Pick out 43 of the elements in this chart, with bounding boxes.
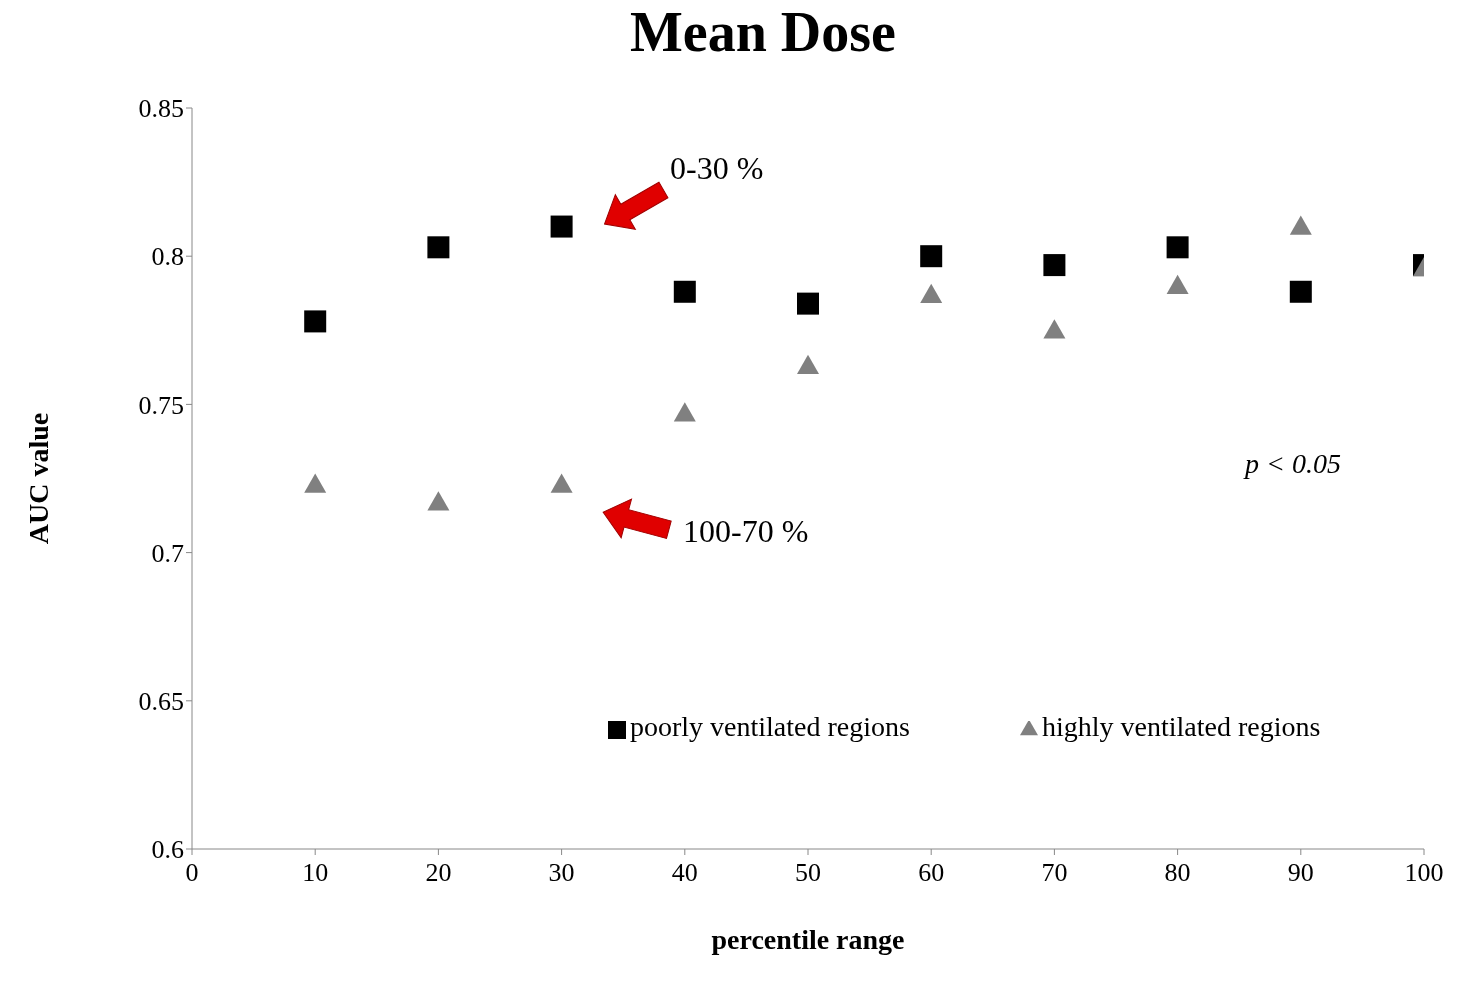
y-tick-label: 0.6: [151, 835, 184, 865]
chart-title: Mean Dose: [629, 0, 897, 64]
x-tick-label: 10: [302, 858, 329, 888]
point: [920, 245, 943, 268]
x-tick-label: 60: [918, 858, 945, 888]
point: [1166, 236, 1189, 259]
point: [673, 402, 696, 422]
point: [1289, 280, 1312, 303]
x-tick-label: 70: [1041, 858, 1068, 888]
legend-label: highly ventilated regions: [1041, 711, 1321, 742]
annotation: 0-30 %: [670, 150, 764, 187]
point: [427, 236, 450, 259]
x-tick-label: 100: [1404, 858, 1444, 888]
y-axis-title: AUC value: [22, 412, 54, 545]
point: [427, 491, 450, 511]
point: [304, 473, 327, 493]
x-tick-label: 50: [795, 858, 821, 888]
y-tick-label: 0.65: [138, 687, 184, 717]
point: [1043, 319, 1066, 339]
y-tick-label: 0.75: [138, 390, 184, 420]
annotation: 100-70 %: [683, 513, 809, 550]
point: [1289, 215, 1312, 235]
x-tick-label: 40: [671, 858, 698, 888]
annotation: p < 0.05: [1245, 448, 1341, 480]
point: [673, 280, 696, 303]
x-axis-title: percentile range: [711, 923, 905, 955]
x-tick-label: 0: [185, 858, 199, 888]
point: [550, 473, 573, 493]
legend-label: poorly ventilated regions: [630, 711, 910, 742]
point: [1166, 274, 1189, 295]
point: [550, 215, 573, 238]
point: [304, 310, 327, 333]
y-tick-label: 0.85: [138, 94, 184, 124]
x-tick-label: 90: [1287, 858, 1314, 888]
point: [920, 283, 943, 303]
point: [797, 292, 819, 315]
y-tick-label: 0.7: [151, 538, 184, 568]
y-tick-label: 0.8: [151, 242, 184, 272]
x-tick-label: 20: [425, 858, 452, 888]
x-tick-label: 80: [1164, 858, 1191, 888]
x-tick-label: 30: [548, 858, 575, 888]
point: [1043, 254, 1066, 277]
point: [797, 354, 819, 375]
